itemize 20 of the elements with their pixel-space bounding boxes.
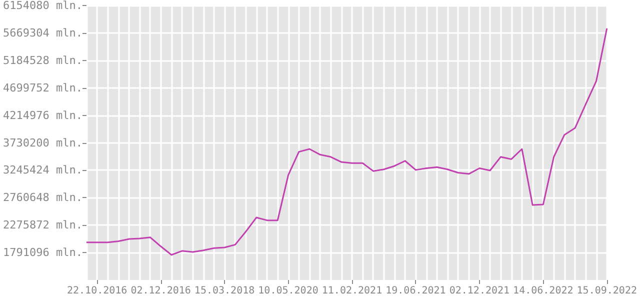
x-tick-label: 15.03.2018 (194, 286, 255, 296)
y-tick-label: 1791096 mln. (2, 246, 82, 260)
y-tick-label: 3730200 mln. (2, 136, 82, 150)
x-tick-label: 19.06.2021 (386, 286, 446, 296)
y-tick-label: 4214976 mln. (2, 108, 82, 122)
y-tick-label: 5669304 mln. (2, 26, 82, 40)
line-series (86, 28, 608, 256)
y-tick-label: 3245424 mln. (2, 164, 82, 177)
x-tick-label: 11.02.2021 (322, 286, 382, 296)
x-tick-label: 10.05.2020 (258, 286, 318, 296)
y-tick-label: 4699752 mln. (2, 81, 82, 94)
x-tick-label: 02.12.2021 (449, 286, 510, 296)
y-tick-label: 5184528 mln. (2, 54, 82, 67)
y-tick-label: 6154080 mln. (2, 0, 82, 12)
y-tick-label: 2275872 mln. (2, 218, 82, 232)
x-tick-label: 14.06.2022 (513, 286, 574, 296)
x-tick-label: 02.12.2016 (130, 286, 191, 296)
x-tick-label: 22.10.2016 (66, 286, 128, 296)
y-tick-label: 2760648 mln. (2, 191, 82, 204)
x-tick-label: 15.09.2022 (576, 286, 638, 296)
